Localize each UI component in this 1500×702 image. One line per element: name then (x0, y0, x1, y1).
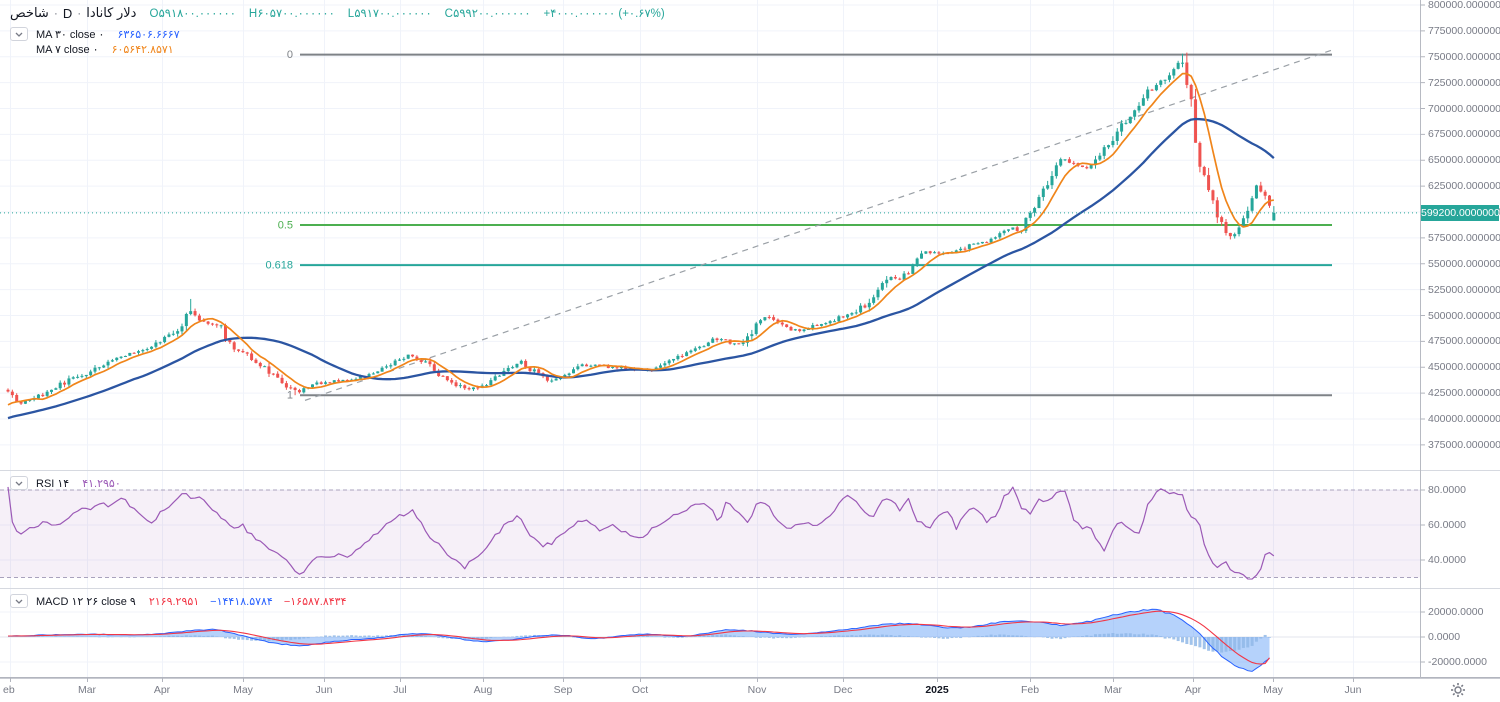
symbol-name: شاخص (10, 5, 49, 20)
price-axis-label: 475000.0000000 (1428, 335, 1500, 348)
time-axis-label: Apr (153, 684, 171, 696)
high-value: H۶۰۵۷۰۰.۰۰۰۰۰۰ (248, 8, 335, 20)
price-axis-label: 750000.0000000 (1428, 50, 1500, 63)
price-axis-label: 700000.0000000 (1428, 102, 1500, 115)
time-axis-label: Dec (833, 684, 853, 696)
macd-axis-label: 0.0000 (1428, 631, 1461, 643)
low-value: L۵۹۱۷۰۰.۰۰۰۰۰۰ (347, 8, 432, 20)
last-price-label: 599200.0000000 (1421, 204, 1500, 221)
macd-line-value: −۱۴۴۱۸.۵۷۸۴ (210, 595, 273, 608)
macd-legend-row[interactable]: MACD ۱۲ ۲۶ close ۹ ۲۱۶۹.۲۹۵۱ −۱۴۴۱۸.۵۷۸۴… (10, 594, 357, 608)
macd-axis-label: 20000.0000 (1428, 606, 1484, 618)
price-axis-label: 800000.0000000 (1428, 0, 1500, 11)
svg-text:0: 0 (287, 49, 293, 61)
rsi-value: ۴۱.۲۹۵۰ (82, 477, 121, 490)
ma30-value: ۶۳۶۵۰۶.۶۶۶۷ (117, 28, 180, 41)
rsi-axis-label: 40.0000 (1428, 554, 1466, 566)
ma7-legend-row[interactable]: MA ۷ close ۰ ۶۰۵۶۴۲.۸۵۷۱ (36, 43, 185, 56)
svg-text:1: 1 (287, 390, 293, 402)
price-axis-label: 400000.0000000 (1428, 413, 1500, 425)
macd-signal-value: −۱۶۵۸۷.۸۴۳۴ (283, 595, 347, 608)
time-axis-label: Oct (631, 684, 649, 696)
time-axis-label: Jul (393, 684, 407, 696)
time-axis-label: Nov (747, 684, 767, 696)
rsi-axis-label: 80.0000 (1428, 484, 1466, 496)
ma30-legend-row[interactable]: MA ۳۰ close ۰ ۶۳۶۵۰۶.۶۶۶۷ (10, 27, 191, 41)
price-axis-label: 650000.0000000 (1428, 154, 1500, 167)
time-axis-label: Apr (1184, 684, 1202, 696)
separator-dot: · (77, 6, 82, 20)
collapse-macd-button[interactable] (10, 594, 28, 608)
rsi-label: RSI ۱۴ (36, 477, 70, 490)
rsi-legend-row[interactable]: RSI ۱۴ ۴۱.۲۹۵۰ (10, 476, 132, 490)
macd-label: MACD ۱۲ ۲۶ close ۹ (36, 595, 136, 608)
macd-hist-value: ۲۱۶۹.۲۹۵۱ (148, 595, 200, 608)
ma7-value: ۶۰۵۶۴۲.۸۵۷۱ (111, 44, 174, 56)
svg-text:0.5: 0.5 (278, 219, 293, 231)
price-axis-label: 425000.0000000 (1428, 387, 1500, 400)
axis-settings-gear-icon[interactable] (1450, 682, 1466, 702)
symbol-row[interactable]: شاخص · D · دلار کانادا O۵۹۱۸۰۰.۰۰۰۰۰۰ H۶… (10, 5, 665, 21)
time-axis-label: 2025 (925, 684, 949, 696)
open-value: O۵۹۱۸۰۰.۰۰۰۰۰۰ (149, 8, 236, 20)
time-axis-label: Feb (1020, 684, 1040, 696)
timeframe-label: D (62, 5, 73, 21)
time-axis-label: May (233, 684, 253, 696)
price-axis-label: 775000.0000000 (1428, 24, 1500, 37)
time-axis-label: Mar (1103, 684, 1123, 696)
time-axis-label: Aug (473, 684, 493, 696)
price-axis-label: 500000.0000000 (1428, 309, 1500, 322)
ma7-label: MA ۷ close ۰ (36, 44, 99, 56)
close-value: C۵۹۹۲۰۰.۰۰۰۰۰۰ (444, 8, 531, 20)
price-axis-label: 675000.0000000 (1428, 128, 1500, 141)
macd-axis-label: -20000.0000 (1428, 656, 1487, 668)
price-axis-label: 525000.0000000 (1428, 283, 1500, 296)
separator-dot: · (53, 6, 58, 20)
ma30-label: MA ۳۰ close ۰ (36, 28, 105, 41)
price-axis-label: 375000.0000000 (1428, 438, 1500, 451)
price-axis-label: 450000.0000000 (1428, 361, 1500, 374)
time-axis-label: Jun (1344, 684, 1362, 696)
symbol-description: دلار کانادا (86, 5, 137, 20)
collapse-indicators-button[interactable] (10, 27, 28, 41)
time-axis-label: May (1263, 684, 1283, 696)
price-axis-label: 575000.0000000 (1428, 231, 1500, 244)
price-axis-label: 725000.0000000 (1428, 76, 1500, 89)
time-axis-label: eb (3, 684, 15, 696)
price-axis-label: 625000.0000000 (1428, 180, 1500, 193)
change-value: +۴۰۰۰.۰۰۰۰۰۰ (+۰.۶۷%) (543, 8, 665, 20)
collapse-rsi-button[interactable] (10, 476, 28, 490)
time-axis-label: Mar (77, 684, 97, 696)
rsi-axis-label: 60.0000 (1428, 519, 1466, 531)
price-axis-label: 550000.0000000 (1428, 257, 1500, 270)
time-axis-label: Sep (553, 684, 573, 696)
svg-text:0.618: 0.618 (265, 260, 293, 272)
time-axis-label: Jun (315, 684, 333, 696)
